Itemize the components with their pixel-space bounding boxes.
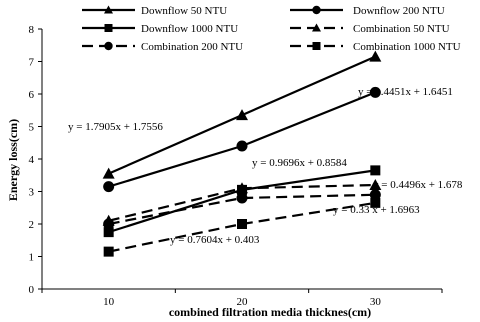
- series: [103, 189, 381, 230]
- x-tick-label: 20: [237, 296, 249, 308]
- y-tick-label: 0: [29, 284, 35, 296]
- data-point: [369, 189, 381, 201]
- series: [103, 86, 381, 193]
- legend-label: Combination 1000 NTU: [353, 41, 461, 53]
- series: [103, 197, 381, 257]
- x-tick-label: 30: [370, 296, 382, 308]
- x-ticks: 10 20 30: [41, 289, 443, 308]
- data-point: [103, 227, 114, 238]
- equation-label: y = 1.7905x + 1.7556: [68, 121, 163, 133]
- y-tick-label: 3: [29, 187, 35, 199]
- legend-square-marker-icon: [312, 42, 321, 50]
- legend-triangle-marker-icon: [104, 5, 113, 14]
- legend-triangle-marker-icon: [312, 23, 321, 32]
- equation-labels: y = 1.7905x + 1.7556 y = 1.4451x + 1.645…: [68, 86, 463, 246]
- data-point: [369, 86, 381, 98]
- legend-label: Downflow 50 NTU: [141, 5, 227, 17]
- series-line: [108, 91, 376, 188]
- legend-circle-marker-icon: [104, 41, 113, 51]
- series-line: [108, 193, 376, 226]
- data-point: [102, 167, 115, 179]
- legend-label: Downflow 200 NTU: [353, 5, 445, 17]
- x-axis-title: combined filtration media thicknes(cm): [169, 305, 371, 319]
- data-point: [237, 219, 247, 229]
- x-tick-label: 10: [103, 296, 115, 308]
- data-point: [370, 165, 381, 176]
- legend-item: Downflow 200 NTU: [290, 5, 445, 17]
- legend-label: Combination 50 NTU: [353, 23, 450, 35]
- data-point: [236, 109, 248, 121]
- equation-label: y = 0.4496x + 1.678: [373, 179, 463, 191]
- legend-item: Downflow 50 NTU: [82, 5, 227, 17]
- equation-label: y = 1.4451x + 1.6451: [358, 86, 453, 98]
- series-layer: [102, 50, 382, 257]
- data-point: [103, 218, 115, 230]
- y-tick-label: 7: [29, 57, 35, 69]
- legend-label: Downflow 1000 NTU: [141, 23, 238, 35]
- y-tick-label: 5: [29, 122, 35, 134]
- legend-label: Combination 200 NTU: [141, 41, 243, 53]
- data-point: [370, 197, 381, 208]
- y-tick-label: 1: [29, 252, 35, 264]
- series: [102, 50, 382, 179]
- equation-label: y = 0.33 x + 1.6963: [333, 204, 420, 216]
- legend-item: Combination 200 NTU: [82, 41, 243, 53]
- y-axis-title: Energy loss(cm): [6, 119, 20, 201]
- data-point: [103, 246, 114, 257]
- y-tick-label: 8: [29, 24, 35, 36]
- legend: Downflow 50 NTU Downflow 200 NTU Downflo…: [82, 5, 461, 53]
- legend-item: Combination 50 NTU: [290, 23, 450, 35]
- legend-circle-marker-icon: [312, 5, 321, 15]
- data-point: [369, 179, 382, 190]
- y-tick-label: 6: [29, 89, 35, 101]
- equation-label: y = 0.9696x + 0.8584: [252, 157, 347, 169]
- data-point: [236, 140, 248, 152]
- axes: [41, 29, 442, 290]
- equation-label: y = 0.7604x + 0.403: [170, 234, 260, 246]
- y-tick-label: 4: [29, 154, 35, 166]
- legend-square-marker-icon: [104, 24, 113, 32]
- data-point: [236, 192, 248, 204]
- legend-item: Combination 1000 NTU: [290, 41, 461, 53]
- y-ticks: 0 1 2 3 4 5 6 7 8: [29, 24, 42, 296]
- legend-item: Downflow 1000 NTU: [82, 23, 238, 35]
- data-point: [369, 50, 382, 62]
- data-point: [236, 182, 248, 194]
- y-tick-label: 2: [29, 219, 35, 231]
- data-point: [103, 181, 115, 193]
